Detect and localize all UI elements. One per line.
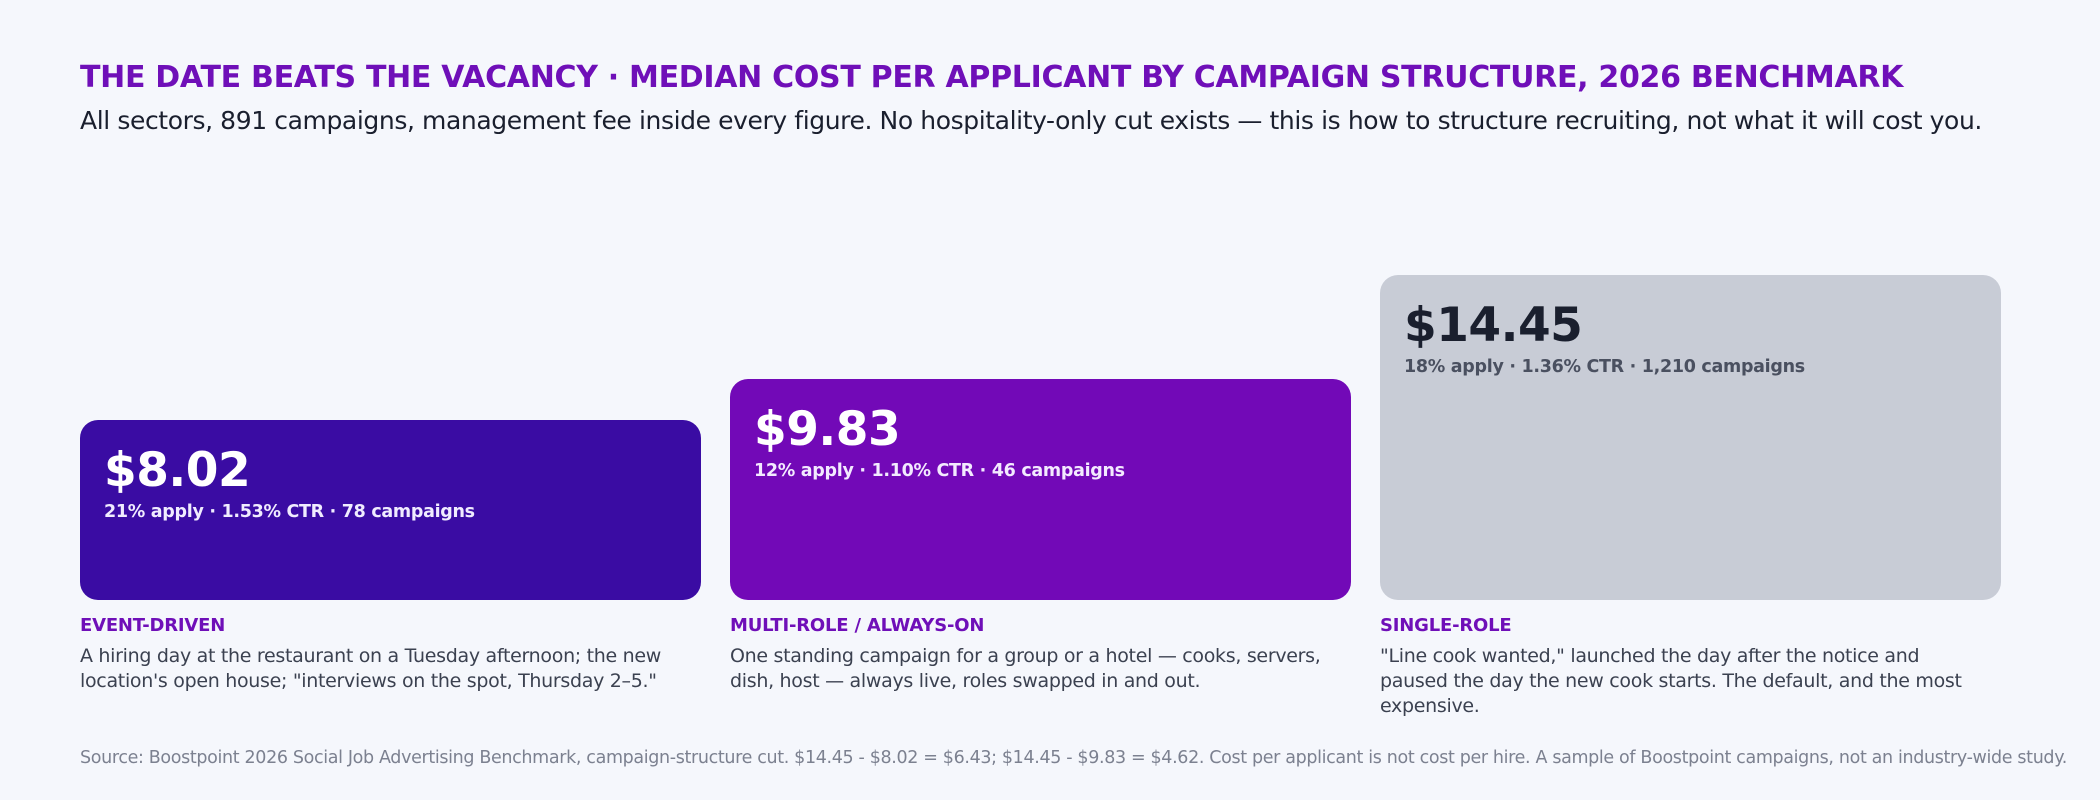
bar-stats-label: 21% apply · 1.53% CTR · 78 campaigns (104, 502, 475, 523)
category-description: "Line cook wanted," launched the day aft… (1380, 645, 1962, 717)
source-note: Source: Boostpoint 2026 Social Job Adver… (80, 748, 2067, 768)
bar-stats-label: 12% apply · 1.10% CTR · 46 campaigns (754, 461, 1125, 482)
chart-title: THE DATE BEATS THE VACANCY · MEDIAN COST… (80, 60, 1904, 95)
category-label: SINGLE-ROLE (1380, 615, 1512, 636)
bar-value-label: $8.02 (104, 443, 251, 498)
bar-2: $9.83 12% apply · 1.10% CTR · 46 campaign… (730, 379, 1351, 600)
bar-1: $8.02 21% apply · 1.53% CTR · 78 campaign… (80, 420, 701, 600)
category-description: One standing campaign for a group or a h… (730, 645, 1321, 692)
bar-stats-label: 18% apply · 1.36% CTR · 1,210 campaigns (1404, 357, 1805, 378)
category-label: EVENT-DRIVEN (80, 615, 226, 636)
bar-value-label: $9.83 (754, 402, 901, 457)
category-label: MULTI-ROLE / ALWAYS-ON (730, 615, 985, 636)
bar-value-label: $14.45 (1404, 298, 1583, 353)
chart-subtitle: All sectors, 891 campaigns, management f… (80, 106, 1982, 135)
bar-3: $14.45 18% apply · 1.36% CTR · 1,210 camp… (1380, 275, 2001, 600)
category-description: A hiring day at the restaurant on a Tues… (80, 645, 662, 692)
